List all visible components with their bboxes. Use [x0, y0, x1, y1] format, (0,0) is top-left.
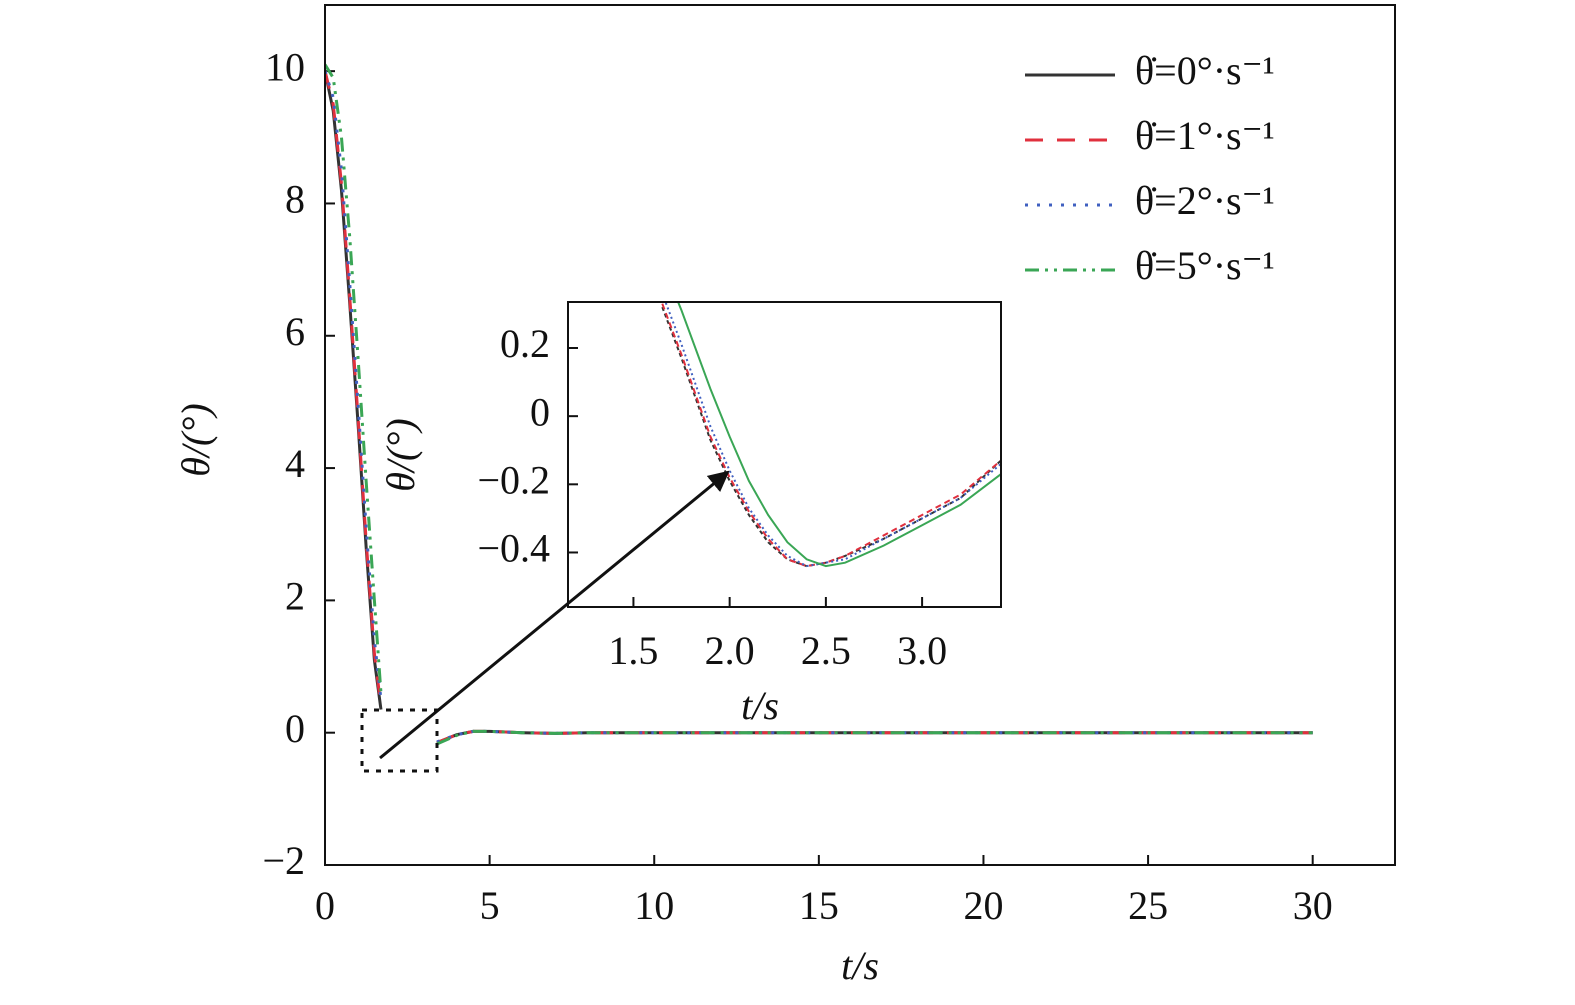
y-axis-label: θ/(°): [378, 418, 423, 491]
inset-plot: 1.5 2.0 2.5 3.0 −0.4 −0.2 0 0.2 t/s θ/(°): [378, 301, 1002, 728]
x-tick-label: 20: [963, 883, 1003, 928]
x-axis-label: t/s: [741, 683, 779, 728]
x-axis-label: t/s: [841, 943, 879, 988]
x-tick-label: 5: [480, 883, 500, 928]
y-tick-label: 8: [285, 177, 305, 222]
zoom-arrow: [379, 470, 730, 760]
series-line: [677, 302, 1001, 568]
legend-label: θ̇=2°·s⁻¹: [1135, 178, 1275, 223]
x-tick-label: 2.0: [705, 628, 755, 673]
plot-frame: [324, 4, 1396, 866]
x-tick-label: 15: [799, 883, 839, 928]
y-tick-label: −0.2: [477, 457, 550, 502]
y-tick-label: 2: [285, 574, 305, 619]
x-tick-label: 1.5: [608, 628, 658, 673]
x-tick-label: 25: [1128, 883, 1168, 928]
x-tick-label: 30: [1293, 883, 1333, 928]
y-tick-label: 4: [285, 441, 305, 486]
y-tick-label: 10: [265, 44, 305, 89]
y-tick-label: −2: [262, 838, 305, 883]
legend-label: θ̇=5°·s⁻¹: [1135, 243, 1275, 288]
legend-label: θ̇=0°·s⁻¹: [1135, 48, 1275, 93]
inset-background: [568, 302, 1001, 607]
series-line: [325, 63, 1313, 746]
zoom-box: [360, 708, 439, 773]
x-tick-label: 10: [634, 883, 674, 928]
series-line: [325, 70, 1313, 744]
y-tick-label: −0.4: [477, 526, 550, 571]
series-line: [661, 306, 1001, 568]
x-tick-label: 0: [315, 883, 335, 928]
y-tick-label: 0: [285, 706, 305, 751]
y-tick-label: 0: [530, 389, 550, 434]
x-tick-label: 2.5: [801, 628, 851, 673]
y-axis-label: θ/(°): [173, 403, 218, 476]
y-tick-label: 0.2: [500, 321, 550, 366]
legend-label: θ̇=1°·s⁻¹: [1135, 113, 1275, 158]
plot-frame: [567, 301, 1002, 608]
y-tick-label: 6: [285, 309, 305, 354]
main-plot: 0 5 10 15 20 25 30−20246810t/sθ/(°)θ̇=0°·s⁻¹θ̇…: [173, 4, 1396, 988]
x-tick-label: 3.0: [897, 628, 947, 673]
series-line: [325, 70, 1313, 745]
